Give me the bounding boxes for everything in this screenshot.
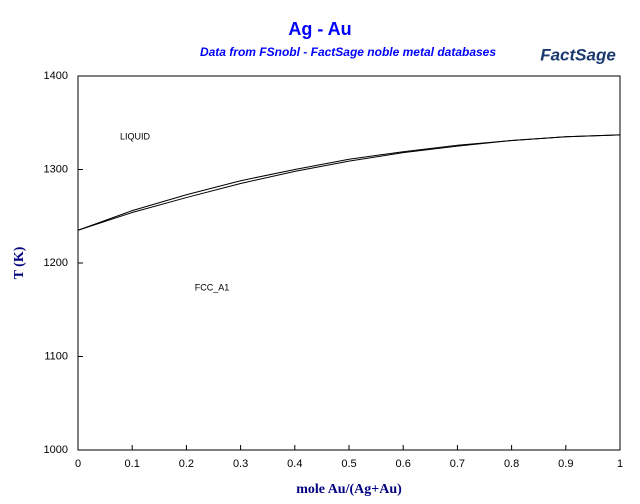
y-tick-label: 1000	[44, 444, 68, 456]
plot-frame	[77, 75, 621, 451]
x-tick-label: 0.5	[341, 458, 356, 470]
x-axis-label: mole Au/(Ag+Au)	[296, 482, 402, 497]
y-tick-label: 1100	[44, 350, 68, 362]
x-tick-label: 0.1	[125, 458, 140, 470]
y-tick-label: 1200	[44, 257, 68, 269]
phase-boundary	[77, 134, 621, 231]
x-tick-label: 0.6	[396, 458, 411, 470]
x-tick-label: 1	[617, 458, 623, 470]
y-axis-label: T (K)	[12, 246, 27, 279]
y-tick-label: 1400	[44, 70, 68, 82]
y-tick-label: 1300	[44, 163, 68, 175]
x-tick-label: 0.9	[558, 458, 573, 470]
chart-title: Ag - Au	[288, 19, 351, 39]
x-tick-label: 0.3	[233, 458, 248, 470]
x-tick-label: 0.4	[287, 458, 302, 470]
phase-label: LIQUID	[120, 131, 151, 141]
x-tick-label: 0.8	[504, 458, 519, 470]
x-tick-label: 0.2	[179, 458, 194, 470]
chart-subtitle: Data from FSnobl - FactSage noble metal …	[200, 45, 496, 59]
phase-label: FCC_A1	[195, 282, 230, 292]
phase-boundary	[77, 134, 621, 231]
logo: FactSage	[540, 45, 616, 64]
x-tick-label: 0	[75, 458, 81, 470]
x-tick-label: 0.7	[450, 458, 465, 470]
